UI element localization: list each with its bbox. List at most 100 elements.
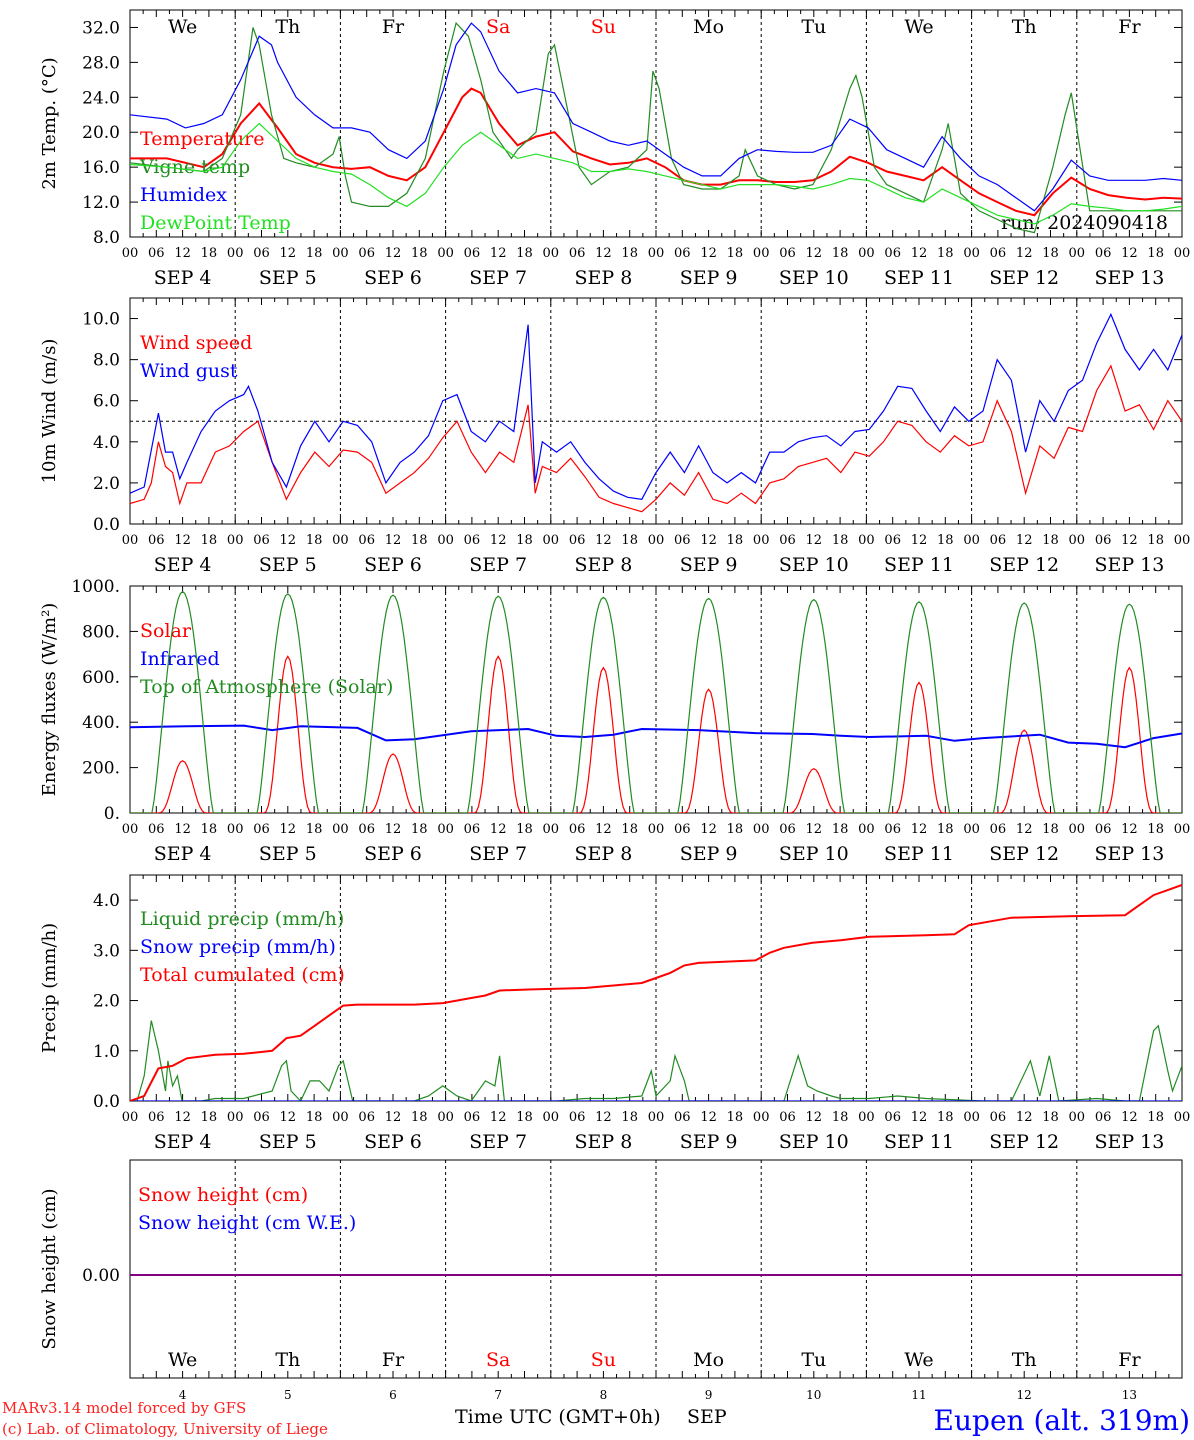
date-label: SEP 9 [680, 267, 738, 289]
date-label: SEP 9 [680, 554, 738, 576]
hour-tick-label: 00 [227, 822, 244, 837]
weekday-label: Su [591, 1349, 616, 1371]
weekday-label: Th [275, 16, 300, 38]
hour-tick-label: 00 [543, 246, 560, 261]
hour-tick-label: 12 [1121, 533, 1138, 548]
hour-tick-label: 00 [648, 533, 665, 548]
legend-entry: Humidex [140, 184, 227, 206]
hour-tick-label: 12 [174, 246, 191, 261]
hour-tick-label: 00 [122, 822, 139, 837]
hour-tick-label: 12 [806, 822, 823, 837]
date-label: SEP 12 [989, 554, 1059, 576]
y-tick-label: 600. [82, 668, 120, 688]
hour-tick-label: 12 [385, 822, 402, 837]
date-label: SEP 12 [989, 267, 1059, 289]
y-axis-label: 2m Temp. (°C) [39, 57, 60, 189]
hour-tick-label: 18 [201, 822, 218, 837]
hour-tick-label: 18 [621, 246, 638, 261]
y-tick-label: 400. [82, 713, 120, 733]
hour-tick-label: 12 [911, 1110, 928, 1125]
y-tick-label: 32.0 [82, 18, 120, 38]
series-line [130, 724, 1182, 749]
hour-tick-label: 12 [490, 822, 507, 837]
day-number-label: 13 [1122, 1388, 1137, 1402]
hour-tick-label: 18 [1147, 533, 1164, 548]
hour-tick-label: 00 [122, 1110, 139, 1125]
hour-tick-label: 00 [753, 1110, 770, 1125]
weekday-label: We [168, 16, 197, 38]
hour-tick-label: 00 [1174, 822, 1191, 837]
y-axis-label: 10m Wind (m/s) [39, 339, 60, 484]
hour-tick-label: 12 [700, 533, 717, 548]
hour-tick-label: 06 [148, 246, 165, 261]
y-tick-label: 28.0 [82, 53, 120, 73]
y-tick-label: 2.0 [93, 474, 120, 494]
hour-tick-label: 12 [700, 246, 717, 261]
y-axis-label: Precip (mm/h) [39, 923, 60, 1053]
legend-entry: Temperature [140, 128, 264, 150]
hour-tick-label: 06 [674, 246, 691, 261]
y-tick-label: 24.0 [82, 88, 120, 108]
legend-entry: Wind speed [140, 332, 252, 354]
date-label: SEP 5 [259, 1131, 317, 1153]
hour-tick-label: 18 [937, 246, 954, 261]
hour-tick-label: 06 [990, 1110, 1007, 1125]
weekday-label: We [168, 1349, 197, 1371]
series-line [130, 655, 1182, 813]
hour-tick-label: 18 [201, 533, 218, 548]
date-label: SEP 13 [1094, 1131, 1164, 1153]
hour-tick-label: 06 [253, 822, 270, 837]
panel-1: 8.0 12.0 16.0 20.0 24.0 28.0 32.0 2m Temp. (°C)… [39, 9, 1190, 289]
hour-tick-label: 12 [1121, 822, 1138, 837]
hour-tick-label: 12 [385, 533, 402, 548]
legend-entry: Infrared [140, 648, 220, 670]
hour-tick-label: 18 [306, 533, 323, 548]
hour-tick-label: 12 [280, 246, 297, 261]
series-line [130, 590, 1182, 813]
hour-tick-label: 18 [201, 1110, 218, 1125]
weekday-label: Tu [801, 16, 826, 38]
hour-tick-label: 00 [1069, 246, 1086, 261]
hour-tick-label: 00 [963, 246, 980, 261]
weekday-label: Mo [693, 1349, 724, 1371]
hour-tick-label: 12 [806, 246, 823, 261]
date-label: SEP 10 [779, 843, 849, 865]
weekday-label: We [904, 1349, 933, 1371]
hour-tick-label: 00 [858, 533, 875, 548]
y-tick-label: 200. [82, 759, 120, 779]
hour-tick-label: 18 [411, 1110, 428, 1125]
panel-3: 0. 200. 400. 600. 800. 1000. Energy fluxes (W/… [39, 577, 1190, 865]
date-label: SEP 7 [469, 1131, 527, 1153]
hour-tick-label: 18 [411, 533, 428, 548]
location-label: Eupen (alt. 319m) [934, 1404, 1190, 1437]
hour-tick-label: 18 [411, 246, 428, 261]
hour-tick-label: 06 [464, 822, 481, 837]
hour-tick-label: 06 [779, 246, 796, 261]
y-tick-label: 12.0 [82, 193, 120, 213]
hour-tick-label: 06 [569, 822, 586, 837]
hour-tick-label: 18 [937, 533, 954, 548]
date-label: SEP 11 [884, 554, 954, 576]
hour-tick-label: 00 [543, 533, 560, 548]
weekday-label: Fr [382, 1349, 405, 1371]
hour-tick-label: 00 [1069, 533, 1086, 548]
date-label: SEP 6 [364, 554, 422, 576]
hour-tick-label: 00 [1174, 533, 1191, 548]
date-label: SEP 7 [469, 267, 527, 289]
date-label: SEP 10 [779, 554, 849, 576]
hour-tick-label: 12 [280, 533, 297, 548]
hour-tick-label: 06 [148, 1110, 165, 1125]
hour-tick-label: 18 [832, 1110, 849, 1125]
hour-tick-label: 06 [253, 533, 270, 548]
hour-tick-label: 18 [727, 822, 744, 837]
legend-entry: Solar [140, 620, 192, 642]
weekday-label: Th [275, 1349, 300, 1371]
hour-tick-label: 06 [990, 533, 1007, 548]
hour-tick-label: 18 [306, 822, 323, 837]
hour-tick-label: 18 [832, 246, 849, 261]
date-label: SEP 13 [1094, 554, 1164, 576]
y-axis-label: Energy fluxes (W/m²) [39, 603, 60, 797]
hour-tick-label: 06 [358, 822, 375, 837]
date-label: SEP 13 [1094, 843, 1164, 865]
hour-tick-label: 06 [1095, 533, 1112, 548]
